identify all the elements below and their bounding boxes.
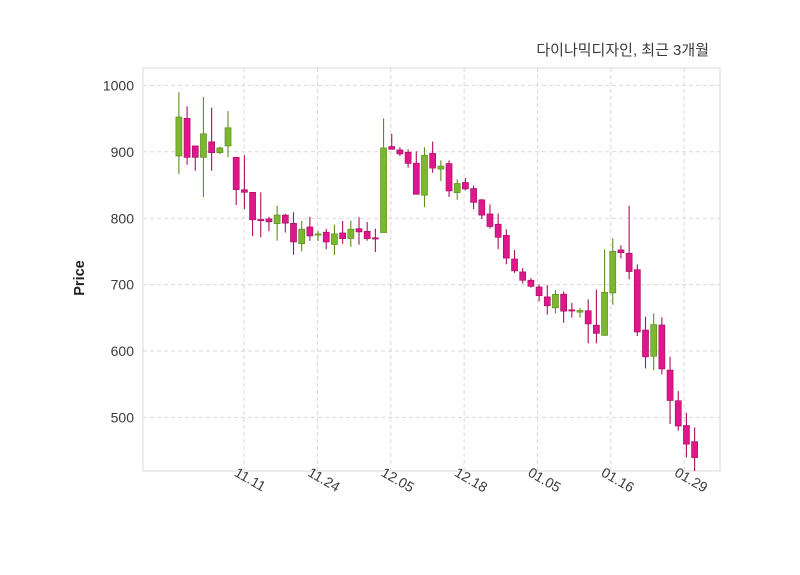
svg-text:500: 500 — [111, 410, 135, 426]
svg-text:900: 900 — [111, 144, 135, 160]
svg-text:800: 800 — [111, 210, 135, 226]
svg-text:다이나믹디자인, 최근 3개월: 다이나믹디자인, 최근 3개월 — [536, 42, 709, 59]
svg-text:11.11: 11.11 — [232, 464, 269, 494]
svg-text:01.05: 01.05 — [525, 464, 564, 495]
svg-text:700: 700 — [111, 277, 135, 293]
svg-text:11.24: 11.24 — [305, 464, 343, 495]
svg-text:12.18: 12.18 — [452, 464, 491, 495]
svg-text:600: 600 — [111, 343, 135, 359]
svg-text:Price: Price — [72, 260, 88, 295]
svg-text:01.29: 01.29 — [672, 464, 711, 495]
svg-text:1000: 1000 — [103, 78, 134, 94]
svg-text:01.16: 01.16 — [599, 464, 638, 495]
svg-text:12.05: 12.05 — [379, 464, 418, 495]
